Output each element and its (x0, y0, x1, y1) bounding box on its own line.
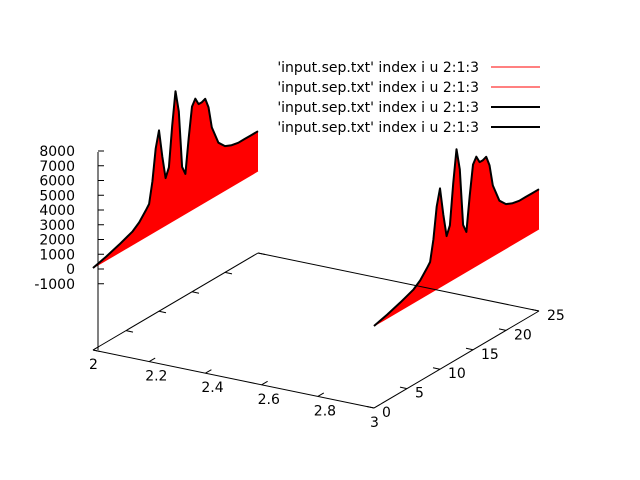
legend-label-1: 'input.sep.txt' index i u 2:1:3 (277, 80, 479, 96)
x-tick-label: 2.8 (314, 403, 336, 419)
y-tick-mark-back (92, 349, 101, 352)
y-tick-mark (465, 347, 474, 351)
y-tick-mark-back (257, 252, 266, 255)
z-tick-label: 1000 (39, 247, 75, 263)
x-tick-mark (261, 380, 268, 386)
y-tick-mark (498, 328, 507, 331)
x-tick-mark (205, 369, 212, 374)
y-axis (373, 310, 540, 409)
series-1-line (373, 148, 540, 327)
x-tick-mark (373, 404, 381, 409)
x-tick-mark (317, 392, 325, 397)
y-tick-mark-back (191, 291, 200, 294)
x-axis (92, 349, 375, 409)
fence-fills (92, 91, 540, 327)
series-0-line (92, 90, 259, 269)
tick-labels: 22.22.42.62.8305101520258000700060005000… (34, 144, 565, 431)
series-0-baseline (92, 170, 259, 269)
x-tick-mark (148, 357, 156, 363)
y-tick-mark (432, 367, 441, 370)
y-tick-mark-back (125, 330, 134, 333)
series-lines (92, 90, 540, 327)
series-1-fill (374, 149, 539, 326)
y-tick-mark-back (224, 271, 233, 275)
z-tick-label: 4000 (39, 203, 75, 219)
legend: 'input.sep.txt' index i u 2:1:3 'input.se… (277, 60, 540, 136)
x-tick-label: 2 (89, 357, 98, 373)
back-x-axis (257, 252, 540, 312)
y-tick-label: 0 (382, 405, 391, 421)
x-tick-mark (92, 346, 100, 351)
z-tick-label: 6000 (39, 174, 75, 190)
z-tick-label: 7000 (39, 159, 75, 175)
x-tick-label: 3 (370, 415, 379, 431)
legend-label-3: 'input.sep.txt' index i u 2:1:3 (277, 120, 479, 136)
y-tick-label: 10 (448, 366, 466, 382)
y-tick-mark-back (158, 310, 167, 314)
y-tick-label: 15 (481, 347, 499, 363)
series-1-baseline (373, 228, 540, 327)
z-tick-label: 8000 (39, 144, 75, 160)
y-tick-label: 5 (415, 386, 424, 402)
y-tick-mark (399, 386, 408, 390)
y-tick-label: 25 (547, 308, 565, 324)
series-0-fill (93, 91, 258, 268)
y-tick-mark (366, 406, 375, 409)
z-tick-label: 3000 (39, 218, 75, 234)
z-tick-label: -1000 (34, 277, 75, 293)
legend-label-2: 'input.sep.txt' index i u 2:1:3 (277, 100, 479, 116)
y-tick-label: 20 (514, 327, 532, 343)
x-tick-label: 2.2 (145, 369, 167, 385)
z-tick-label: 0 (66, 262, 75, 278)
x-tick-label: 2.4 (201, 380, 223, 396)
y-tick-mark (531, 309, 540, 312)
back-y-axis (92, 252, 259, 351)
axes (92, 150, 540, 409)
x-tick-label: 2.6 (258, 392, 280, 408)
z-tick-label: 2000 (39, 233, 75, 249)
z-tick-label: 5000 (39, 188, 75, 204)
legend-label-0: 'input.sep.txt' index i u 2:1:3 (277, 60, 479, 76)
